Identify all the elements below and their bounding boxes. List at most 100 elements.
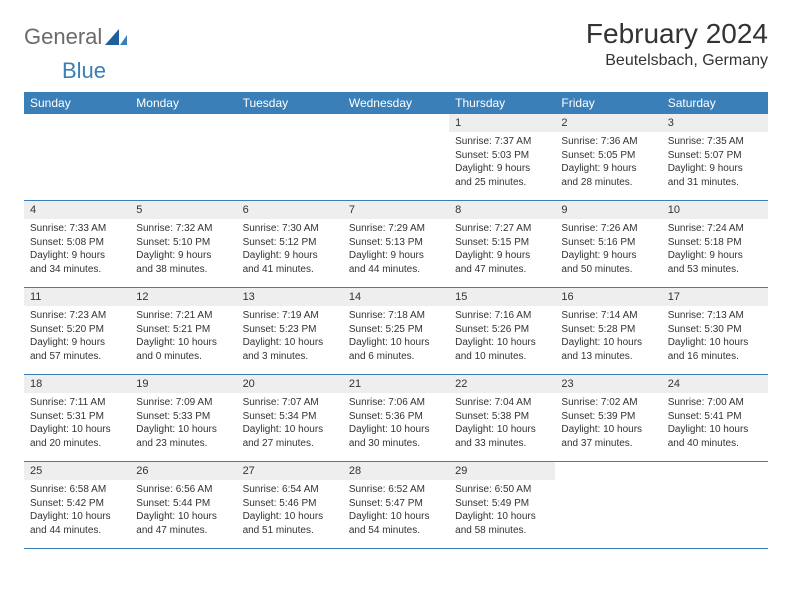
day-number: 7	[343, 201, 449, 219]
day-cell-14: 14Sunrise: 7:18 AMSunset: 5:25 PMDayligh…	[343, 288, 449, 374]
dow-row: SundayMondayTuesdayWednesdayThursdayFrid…	[24, 92, 768, 114]
day-cell-5: 5Sunrise: 7:32 AMSunset: 5:10 PMDaylight…	[130, 201, 236, 287]
day-number: 11	[24, 288, 130, 306]
day-details: Sunrise: 6:58 AMSunset: 5:42 PMDaylight:…	[24, 480, 130, 543]
dow-sunday: Sunday	[24, 92, 130, 114]
day-cell-6: 6Sunrise: 7:30 AMSunset: 5:12 PMDaylight…	[237, 201, 343, 287]
day-cell-13: 13Sunrise: 7:19 AMSunset: 5:23 PMDayligh…	[237, 288, 343, 374]
day-details: Sunrise: 7:13 AMSunset: 5:30 PMDaylight:…	[662, 306, 768, 369]
day-cell-empty	[130, 114, 236, 200]
day-cell-29: 29Sunrise: 6:50 AMSunset: 5:49 PMDayligh…	[449, 462, 555, 548]
day-details: Sunrise: 7:07 AMSunset: 5:34 PMDaylight:…	[237, 393, 343, 456]
day-cell-17: 17Sunrise: 7:13 AMSunset: 5:30 PMDayligh…	[662, 288, 768, 374]
day-number: 28	[343, 462, 449, 480]
day-details: Sunrise: 7:21 AMSunset: 5:21 PMDaylight:…	[130, 306, 236, 369]
day-number: 25	[24, 462, 130, 480]
day-number: 6	[237, 201, 343, 219]
day-details: Sunrise: 7:35 AMSunset: 5:07 PMDaylight:…	[662, 132, 768, 195]
day-details: Sunrise: 7:33 AMSunset: 5:08 PMDaylight:…	[24, 219, 130, 282]
day-details: Sunrise: 7:09 AMSunset: 5:33 PMDaylight:…	[130, 393, 236, 456]
day-cell-8: 8Sunrise: 7:27 AMSunset: 5:15 PMDaylight…	[449, 201, 555, 287]
day-details: Sunrise: 7:36 AMSunset: 5:05 PMDaylight:…	[555, 132, 661, 195]
day-cell-18: 18Sunrise: 7:11 AMSunset: 5:31 PMDayligh…	[24, 375, 130, 461]
day-number: 14	[343, 288, 449, 306]
day-details: Sunrise: 7:16 AMSunset: 5:26 PMDaylight:…	[449, 306, 555, 369]
day-details: Sunrise: 6:52 AMSunset: 5:47 PMDaylight:…	[343, 480, 449, 543]
day-cell-24: 24Sunrise: 7:00 AMSunset: 5:41 PMDayligh…	[662, 375, 768, 461]
day-cell-20: 20Sunrise: 7:07 AMSunset: 5:34 PMDayligh…	[237, 375, 343, 461]
day-number: 26	[130, 462, 236, 480]
day-details: Sunrise: 6:54 AMSunset: 5:46 PMDaylight:…	[237, 480, 343, 543]
day-number: 13	[237, 288, 343, 306]
week-row: 11Sunrise: 7:23 AMSunset: 5:20 PMDayligh…	[24, 288, 768, 375]
week-row: 18Sunrise: 7:11 AMSunset: 5:31 PMDayligh…	[24, 375, 768, 462]
day-number: 3	[662, 114, 768, 132]
day-cell-12: 12Sunrise: 7:21 AMSunset: 5:21 PMDayligh…	[130, 288, 236, 374]
day-cell-16: 16Sunrise: 7:14 AMSunset: 5:28 PMDayligh…	[555, 288, 661, 374]
calendar: SundayMondayTuesdayWednesdayThursdayFrid…	[24, 92, 768, 549]
logo-text-general: General	[24, 24, 102, 50]
day-cell-7: 7Sunrise: 7:29 AMSunset: 5:13 PMDaylight…	[343, 201, 449, 287]
day-cell-23: 23Sunrise: 7:02 AMSunset: 5:39 PMDayligh…	[555, 375, 661, 461]
day-cell-26: 26Sunrise: 6:56 AMSunset: 5:44 PMDayligh…	[130, 462, 236, 548]
day-details: Sunrise: 7:29 AMSunset: 5:13 PMDaylight:…	[343, 219, 449, 282]
dow-wednesday: Wednesday	[343, 92, 449, 114]
day-cell-4: 4Sunrise: 7:33 AMSunset: 5:08 PMDaylight…	[24, 201, 130, 287]
day-number: 20	[237, 375, 343, 393]
sail-icon	[105, 29, 127, 47]
day-number: 8	[449, 201, 555, 219]
day-details: Sunrise: 7:19 AMSunset: 5:23 PMDaylight:…	[237, 306, 343, 369]
day-cell-19: 19Sunrise: 7:09 AMSunset: 5:33 PMDayligh…	[130, 375, 236, 461]
dow-thursday: Thursday	[449, 92, 555, 114]
day-number: 4	[24, 201, 130, 219]
day-number: 2	[555, 114, 661, 132]
day-number: 17	[662, 288, 768, 306]
day-number: 29	[449, 462, 555, 480]
day-details: Sunrise: 7:27 AMSunset: 5:15 PMDaylight:…	[449, 219, 555, 282]
day-number: 24	[662, 375, 768, 393]
day-number: 9	[555, 201, 661, 219]
day-cell-25: 25Sunrise: 6:58 AMSunset: 5:42 PMDayligh…	[24, 462, 130, 548]
day-number: 18	[24, 375, 130, 393]
day-number: 23	[555, 375, 661, 393]
day-number: 10	[662, 201, 768, 219]
dow-monday: Monday	[130, 92, 236, 114]
day-details: Sunrise: 7:37 AMSunset: 5:03 PMDaylight:…	[449, 132, 555, 195]
month-title: February 2024	[586, 18, 768, 50]
day-number: 15	[449, 288, 555, 306]
day-cell-empty	[237, 114, 343, 200]
day-details: Sunrise: 7:14 AMSunset: 5:28 PMDaylight:…	[555, 306, 661, 369]
dow-saturday: Saturday	[662, 92, 768, 114]
day-cell-2: 2Sunrise: 7:36 AMSunset: 5:05 PMDaylight…	[555, 114, 661, 200]
day-details: Sunrise: 7:30 AMSunset: 5:12 PMDaylight:…	[237, 219, 343, 282]
day-details: Sunrise: 7:00 AMSunset: 5:41 PMDaylight:…	[662, 393, 768, 456]
location: Beutelsbach, Germany	[586, 52, 768, 70]
day-cell-28: 28Sunrise: 6:52 AMSunset: 5:47 PMDayligh…	[343, 462, 449, 548]
day-cell-21: 21Sunrise: 7:06 AMSunset: 5:36 PMDayligh…	[343, 375, 449, 461]
day-number: 1	[449, 114, 555, 132]
day-cell-15: 15Sunrise: 7:16 AMSunset: 5:26 PMDayligh…	[449, 288, 555, 374]
day-cell-22: 22Sunrise: 7:04 AMSunset: 5:38 PMDayligh…	[449, 375, 555, 461]
day-cell-empty	[662, 462, 768, 548]
day-cell-empty	[555, 462, 661, 548]
day-details: Sunrise: 7:23 AMSunset: 5:20 PMDaylight:…	[24, 306, 130, 369]
day-details: Sunrise: 7:26 AMSunset: 5:16 PMDaylight:…	[555, 219, 661, 282]
day-details: Sunrise: 7:11 AMSunset: 5:31 PMDaylight:…	[24, 393, 130, 456]
day-number: 21	[343, 375, 449, 393]
day-details: Sunrise: 6:56 AMSunset: 5:44 PMDaylight:…	[130, 480, 236, 543]
day-cell-empty	[24, 114, 130, 200]
title-block: February 2024 Beutelsbach, Germany	[586, 18, 768, 70]
day-number: 27	[237, 462, 343, 480]
day-number: 5	[130, 201, 236, 219]
day-details: Sunrise: 7:24 AMSunset: 5:18 PMDaylight:…	[662, 219, 768, 282]
day-number: 16	[555, 288, 661, 306]
day-cell-27: 27Sunrise: 6:54 AMSunset: 5:46 PMDayligh…	[237, 462, 343, 548]
week-row: 25Sunrise: 6:58 AMSunset: 5:42 PMDayligh…	[24, 462, 768, 549]
day-number: 19	[130, 375, 236, 393]
dow-friday: Friday	[555, 92, 661, 114]
day-details: Sunrise: 7:02 AMSunset: 5:39 PMDaylight:…	[555, 393, 661, 456]
day-details: Sunrise: 7:32 AMSunset: 5:10 PMDaylight:…	[130, 219, 236, 282]
day-number: 12	[130, 288, 236, 306]
logo: General	[24, 18, 129, 50]
week-row: 4Sunrise: 7:33 AMSunset: 5:08 PMDaylight…	[24, 201, 768, 288]
